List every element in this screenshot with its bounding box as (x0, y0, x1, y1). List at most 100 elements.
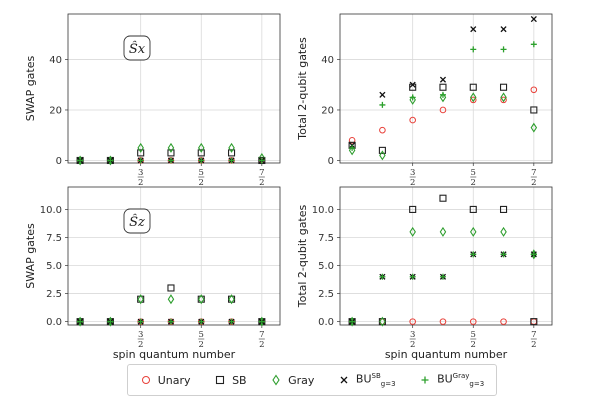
data-point-bu_gray (228, 318, 235, 325)
x-tick-label-denominator: 2 (471, 340, 476, 350)
operator-annotation-box (123, 35, 151, 61)
data-point-bu_gray (137, 157, 144, 164)
data-point-gray (167, 142, 175, 153)
data-point-bu_sb (470, 26, 477, 33)
y-tick-label: 5.0 (318, 261, 334, 272)
data-point-bu_gray (198, 157, 205, 164)
circle-marker-icon (141, 376, 150, 384)
data-point-gray (530, 122, 538, 133)
data-point-bu_gray (470, 251, 477, 258)
y-tick-label: 7.5 (46, 233, 62, 244)
plot-frame (339, 186, 553, 326)
data-point-bu_gray (379, 101, 386, 108)
data-point-bu_gray (349, 318, 356, 325)
data-point-bu_gray (258, 157, 265, 164)
data-point-gray (439, 226, 447, 237)
data-point-gray (379, 150, 386, 161)
data-point-bu_gray (500, 251, 507, 258)
y-tick-label: 40 (321, 55, 334, 66)
square-marker-icon (216, 375, 225, 385)
data-point-gray (228, 294, 235, 305)
y-tick-label: 5.0 (46, 261, 62, 272)
x-tick-label-denominator: 2 (259, 178, 264, 188)
legend-label-bu-sb: BUSBg=3 (355, 372, 396, 388)
x-tick-label-denominator: 2 (410, 340, 415, 350)
x-axis-label: spin quantum number (385, 348, 508, 361)
data-point-bu_gray (107, 157, 114, 164)
x-tick-label-denominator: 2 (471, 178, 476, 188)
data-point-bu_sb (530, 15, 537, 23)
diamond-marker-icon (272, 374, 280, 386)
data-point-bu_gray (409, 94, 416, 101)
x-tick-label-numerator: 5 (199, 330, 204, 340)
x-tick-label-numerator: 3 (138, 168, 143, 178)
y-tick-label: 20 (49, 105, 62, 116)
data-point-bu_gray (198, 318, 205, 325)
data-point-gray (137, 294, 144, 305)
data-point-gray (500, 226, 507, 237)
data-point-gray (198, 294, 205, 305)
data-point-gray (198, 142, 205, 153)
data-point-sb (137, 149, 145, 157)
data-point-gray (439, 92, 447, 103)
legend-item-bu-gray: BUGrayg=3 (419, 372, 484, 388)
data-point-bu_sb (379, 91, 386, 98)
plus-marker-icon (421, 376, 429, 384)
operator-annotation: Ŝz (129, 213, 145, 230)
x-tick-label-denominator: 2 (138, 340, 143, 350)
data-point-gray (167, 294, 175, 305)
data-point-bu_gray (500, 46, 507, 53)
y-axis-label: SWAP gates (24, 223, 37, 289)
x-tick-label-denominator: 2 (138, 178, 143, 188)
y-tick-label: 7.5 (318, 233, 334, 244)
x-tick-label-denominator: 2 (410, 178, 415, 188)
data-point-bu_gray (530, 41, 537, 48)
data-point-gray (137, 142, 144, 153)
x-axis-label: spin quantum number (113, 348, 236, 361)
data-point-bu_sb (500, 26, 507, 33)
x-tick-label-numerator: 5 (199, 168, 204, 178)
x-tick-label-denominator: 2 (199, 340, 204, 350)
y-tick-label: 40 (49, 55, 62, 66)
x-marker-icon (340, 376, 348, 384)
data-point-gray (228, 142, 235, 153)
y-tick-label: 20 (321, 105, 334, 116)
y-tick-label: 2.5 (46, 289, 62, 300)
x-tick-label-numerator: 3 (410, 330, 415, 340)
legend-item-bu-sb: BUSBg=3 (338, 372, 396, 388)
data-point-sb (469, 83, 477, 91)
legend-item-sb: SB (214, 374, 247, 387)
legend-item-gray: Gray (270, 374, 314, 387)
data-point-unary (469, 96, 477, 104)
data-point-unary (379, 126, 386, 134)
data-point-sb (439, 83, 447, 91)
data-point-bu_gray (349, 144, 356, 151)
x-tick-label-numerator: 5 (471, 168, 476, 178)
y-tick-label: 0.0 (318, 317, 334, 328)
x-tick-label-numerator: 7 (259, 168, 264, 178)
operator-annotation-box (123, 208, 151, 234)
y-tick-label: 2.5 (318, 289, 334, 300)
data-point-bu_gray (409, 273, 416, 280)
data-point-unary (409, 318, 416, 325)
operator-annotation: Ŝx (129, 40, 146, 57)
data-point-bu_gray (379, 273, 386, 280)
data-point-unary (409, 116, 416, 124)
legend-item-unary: Unary (140, 374, 191, 387)
y-tick-label: 0.0 (46, 317, 62, 328)
data-point-unary (500, 96, 507, 104)
legend-label-unary: Unary (157, 373, 191, 387)
data-point-sb (167, 284, 175, 292)
x-tick-label-numerator: 7 (259, 330, 264, 340)
legend-label-gray: Gray (288, 373, 315, 387)
data-point-bu_gray (137, 318, 144, 325)
y-tick-label: 0 (56, 156, 62, 167)
data-point-sb (378, 146, 386, 154)
data-point-bu_gray (439, 91, 446, 98)
data-point-gray (500, 92, 507, 103)
data-point-unary (348, 136, 356, 144)
